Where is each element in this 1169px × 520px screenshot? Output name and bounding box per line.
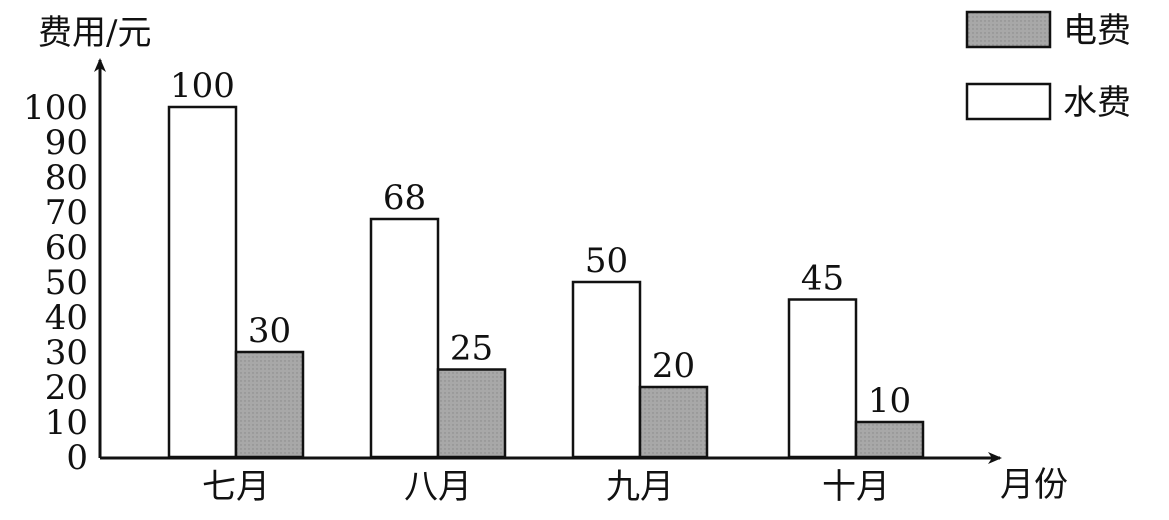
y-tick-label: 70 <box>45 193 88 233</box>
data-label: 25 <box>450 329 493 369</box>
data-label: 68 <box>383 178 426 218</box>
y-tick-label: 90 <box>45 123 88 163</box>
data-label: 20 <box>652 346 695 386</box>
data-label: 45 <box>801 259 844 299</box>
x-tick-label: 七月 <box>202 467 270 507</box>
x-tick-label: 九月 <box>606 467 674 507</box>
electricity-bar <box>234 350 305 459</box>
water-bar <box>167 105 238 459</box>
y-tick-label: 0 <box>66 438 88 478</box>
y-tick-label: 30 <box>45 333 88 373</box>
data-label: 10 <box>868 381 911 421</box>
y-tick-label: 60 <box>45 228 88 268</box>
y-tick-label: 40 <box>45 298 88 338</box>
electricity-bar <box>638 385 709 459</box>
data-label: 30 <box>248 311 291 351</box>
x-axis-label: 月份 <box>1000 465 1068 505</box>
y-tick-label: 80 <box>45 158 88 198</box>
y-axis-label: 费用/元 <box>38 13 151 53</box>
y-tick-label: 10 <box>45 403 88 443</box>
electricity-bar <box>854 420 925 459</box>
y-tick-label: 50 <box>45 263 88 303</box>
data-label: 50 <box>585 241 628 281</box>
water-bar <box>571 280 642 459</box>
water-bar <box>369 217 440 459</box>
legend-swatch <box>965 82 1052 121</box>
legend-swatch <box>965 10 1052 49</box>
data-label: 100 <box>170 66 235 106</box>
legend-label: 电费 <box>1063 11 1131 51</box>
legend-label: 水费 <box>1063 83 1131 123</box>
y-tick-label: 20 <box>45 368 88 408</box>
water-bar <box>787 298 858 459</box>
electricity-bar <box>436 368 507 459</box>
x-tick-label: 八月 <box>404 467 472 507</box>
y-tick-label: 100 <box>23 88 88 128</box>
x-tick-label: 十月 <box>822 467 890 507</box>
